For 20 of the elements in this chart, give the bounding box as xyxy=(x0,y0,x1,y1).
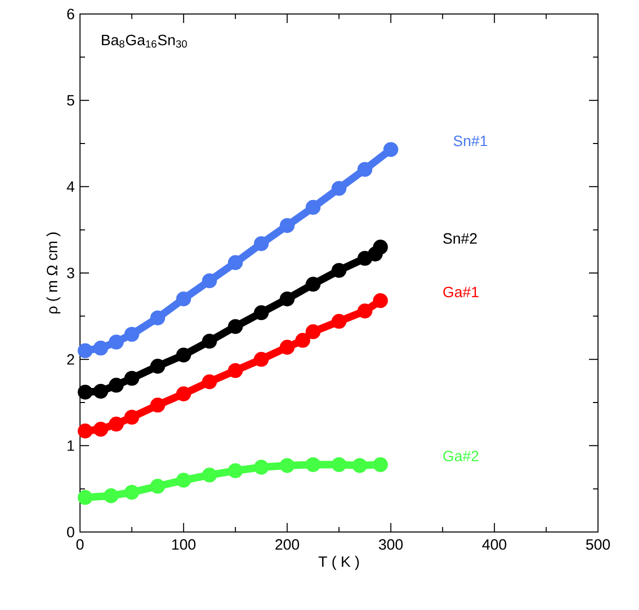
y-tick-label: 6 xyxy=(67,8,74,20)
x-tick-label: 100 xyxy=(172,539,196,550)
x-tick-label: 300 xyxy=(378,539,403,550)
y-tick-label: 4 xyxy=(66,182,74,192)
x-tick-label: 500 xyxy=(586,539,610,550)
y-tick-label: 1 xyxy=(68,440,74,451)
x-tick-label: 0 xyxy=(76,539,84,550)
text: Ga#2 xyxy=(443,450,478,462)
y-axis-title: ρ ( m Ω cm ) xyxy=(46,232,60,314)
y-tick-label: 5 xyxy=(67,95,74,106)
x-tick-label: 200 xyxy=(275,539,300,550)
annotation: Ba$_{8}$Ga$_{16}$Sn$_{30}$ xyxy=(102,34,187,48)
y-tick-label: 2 xyxy=(67,354,74,365)
text: Sn#1 xyxy=(454,136,488,146)
x-tick-label: 400 xyxy=(482,539,506,550)
x-axis-title: T ( K ) xyxy=(318,556,359,570)
text: Sn#2 xyxy=(443,233,477,244)
y-tick-label: 0 xyxy=(67,526,74,538)
y-tick-label: 3 xyxy=(67,268,74,278)
text: Ga#1 xyxy=(443,286,478,298)
